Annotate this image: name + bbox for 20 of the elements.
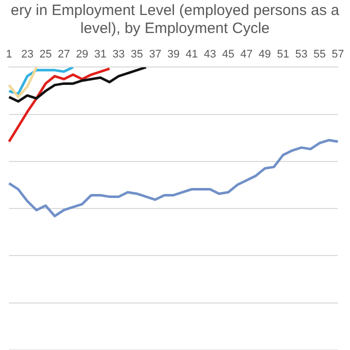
x-tick-label: 57 <box>332 48 344 61</box>
x-tick-label: 31 <box>94 48 107 61</box>
x-tick-label: 53 <box>295 48 308 61</box>
x-tick-label: 37 <box>149 48 162 61</box>
x-tick-label: 35 <box>130 48 144 61</box>
x-tick-label: 25 <box>39 48 52 61</box>
x-tick-label: 55 <box>313 48 326 61</box>
x-tick-label: 23 <box>21 48 34 61</box>
x-tick-label: 47 <box>240 48 253 61</box>
x-tick-label: 51 <box>276 48 290 61</box>
x-tick-label: 41 <box>186 48 198 61</box>
x-tick-label: 39 <box>167 48 180 61</box>
x-tick-label: 29 <box>76 48 88 61</box>
x-tick-label: 45 <box>222 48 234 61</box>
chart-title: ery in Employment Level (employed persons as a level), by Employment Cycle <box>10 2 340 38</box>
x-tick-label: 33 <box>112 48 125 61</box>
x-tick-label: 49 <box>258 48 271 61</box>
x-tick-label: 1 <box>6 48 12 61</box>
x-tick-label: 43 <box>204 48 216 61</box>
x-tick-label: 27 <box>58 48 70 61</box>
